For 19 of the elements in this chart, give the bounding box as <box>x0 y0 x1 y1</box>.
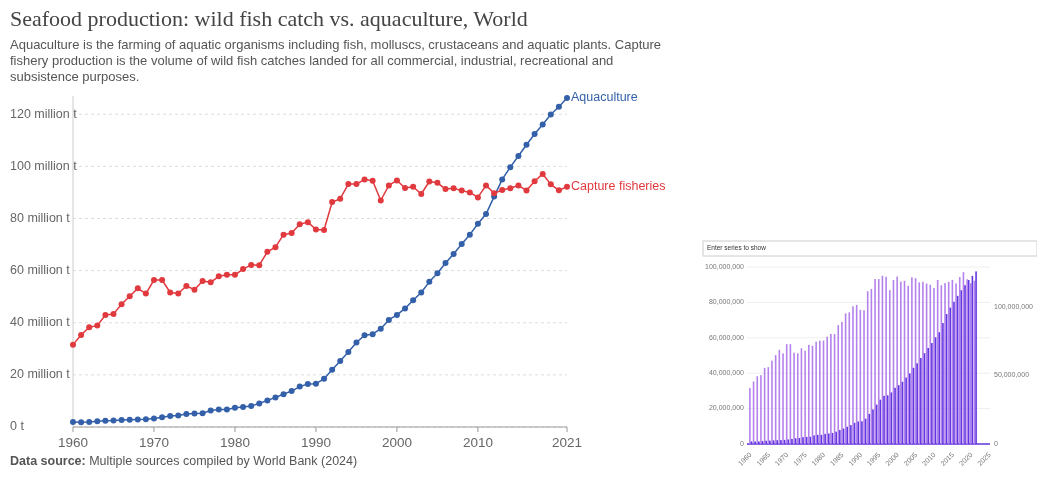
x-tick-label: 1970 <box>138 435 170 450</box>
chart-subtitle: Aquaculture is the farming of aquatic organisms including fish, molluscs, crustaceans and aquatic plants. Capture fishery production is the volume of wild fish catches landed for all commercial, industrial, recreational and subsistence purposes. <box>10 37 663 85</box>
x-tick-label: 1960 <box>57 435 89 450</box>
series-label: Aquaculture <box>571 90 638 105</box>
x-tick-label: 1980 <box>219 435 250 450</box>
source-note: Data source: Multiple sources compiled by World Bank (2024) <box>10 454 358 468</box>
series-label: Capture fisheries <box>571 179 666 193</box>
y-tick-label: 100 million t <box>10 158 78 173</box>
y-tick-label: 0 t <box>10 419 25 434</box>
y-tick-label: 120 million t <box>10 106 78 121</box>
x-tick-label: 2000 <box>381 435 412 450</box>
y-tick-label: 40 million t <box>10 315 71 330</box>
x-tick-label: 2021 <box>551 435 583 450</box>
chart-title: Seafood production: wild fish catch vs. aquaculture, World <box>10 6 528 32</box>
x-tick-label: 2010 <box>462 435 493 450</box>
y-tick-label: 20 million t <box>10 367 71 382</box>
x-tick-label: 1990 <box>300 435 331 450</box>
y-tick-label: 60 million t <box>10 262 71 277</box>
y-tick-label: 80 million t <box>10 210 71 225</box>
